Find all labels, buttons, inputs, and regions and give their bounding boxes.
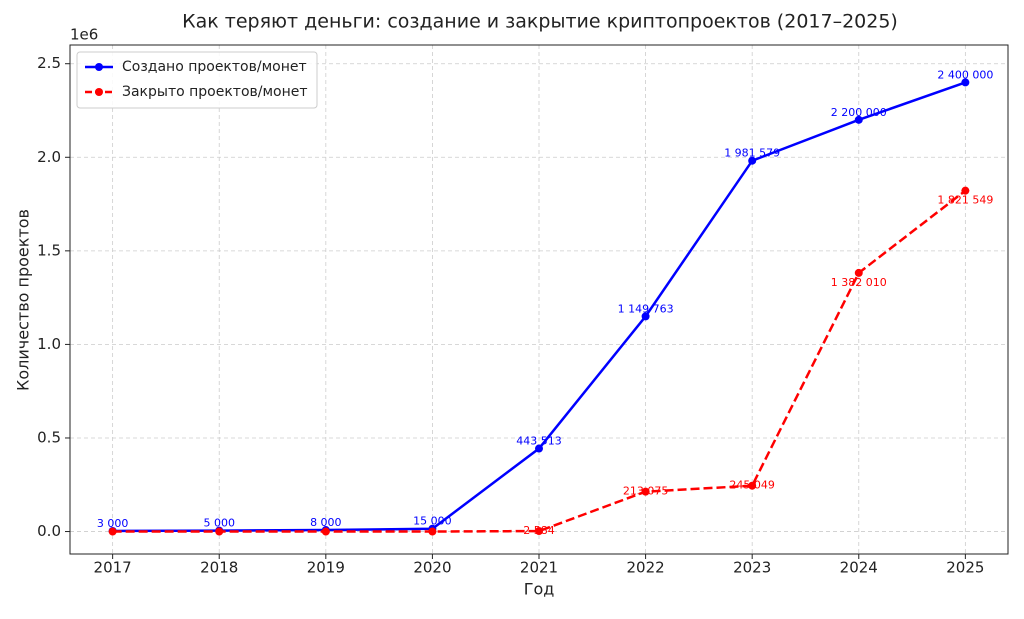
y-tick-label: 2.5 [37,54,61,72]
point [108,527,117,536]
data-label: 1 382 010 [831,276,887,289]
data-label: 245 049 [729,479,775,492]
point [428,527,437,536]
point [321,527,330,536]
y-offset-label: 1e6 [70,26,98,44]
y-axis-label: Количество проектов [14,209,33,391]
data-label: 443 513 [516,435,562,448]
legend-marker [95,63,103,71]
point [535,444,543,453]
point [535,527,543,536]
x-tick-label: 2025 [946,559,984,577]
y-tick-label: 0.0 [37,522,61,540]
point [961,78,970,87]
legend-box [76,51,318,109]
data-label: 1 149 763 [618,302,674,315]
x-tick-label: 2019 [307,559,345,577]
legend-label: Закрыто проектов/монет [122,84,308,100]
point [641,312,650,321]
data-label: 8 000 [310,516,342,529]
x-tick-label: 2024 [840,559,878,577]
y-tick-label: 1.5 [37,241,61,259]
x-tick-label: 2021 [520,559,558,577]
plot-frame [69,44,1009,555]
y-tick-label: 0.5 [37,428,61,446]
chart-title: Как теряют деньги: создание и закрытие к… [182,11,898,33]
data-label: 2 400 000 [937,68,993,81]
data-label: 3 000 [97,517,129,530]
point [748,481,757,490]
data-label: 1 821 549 [937,194,993,207]
x-tick-label: 2023 [733,559,771,577]
x-tick-label: 2022 [626,559,664,577]
data-label: 2 584 [523,524,555,537]
legend-label: Создано проектов/монет [122,59,307,75]
x-tick-label: 2018 [200,559,238,577]
data-label: 2 200 000 [831,106,887,119]
data-label: 15 000 [413,515,452,528]
x-tick-label: 2020 [413,559,451,577]
point [854,268,863,277]
point [961,186,970,195]
point [641,487,650,496]
legend-marker [95,88,103,96]
y-tick-label: 1.0 [37,335,61,353]
y-tick-label: 2.0 [37,148,61,166]
point [854,115,863,124]
point [748,156,757,165]
point [215,527,224,536]
x-tick-label: 2017 [94,559,132,577]
data-label: 5 000 [203,517,235,530]
data-label: 213 075 [623,485,669,498]
x-axis-label: Год [524,580,555,599]
data-label: 1 981 579 [724,147,780,160]
